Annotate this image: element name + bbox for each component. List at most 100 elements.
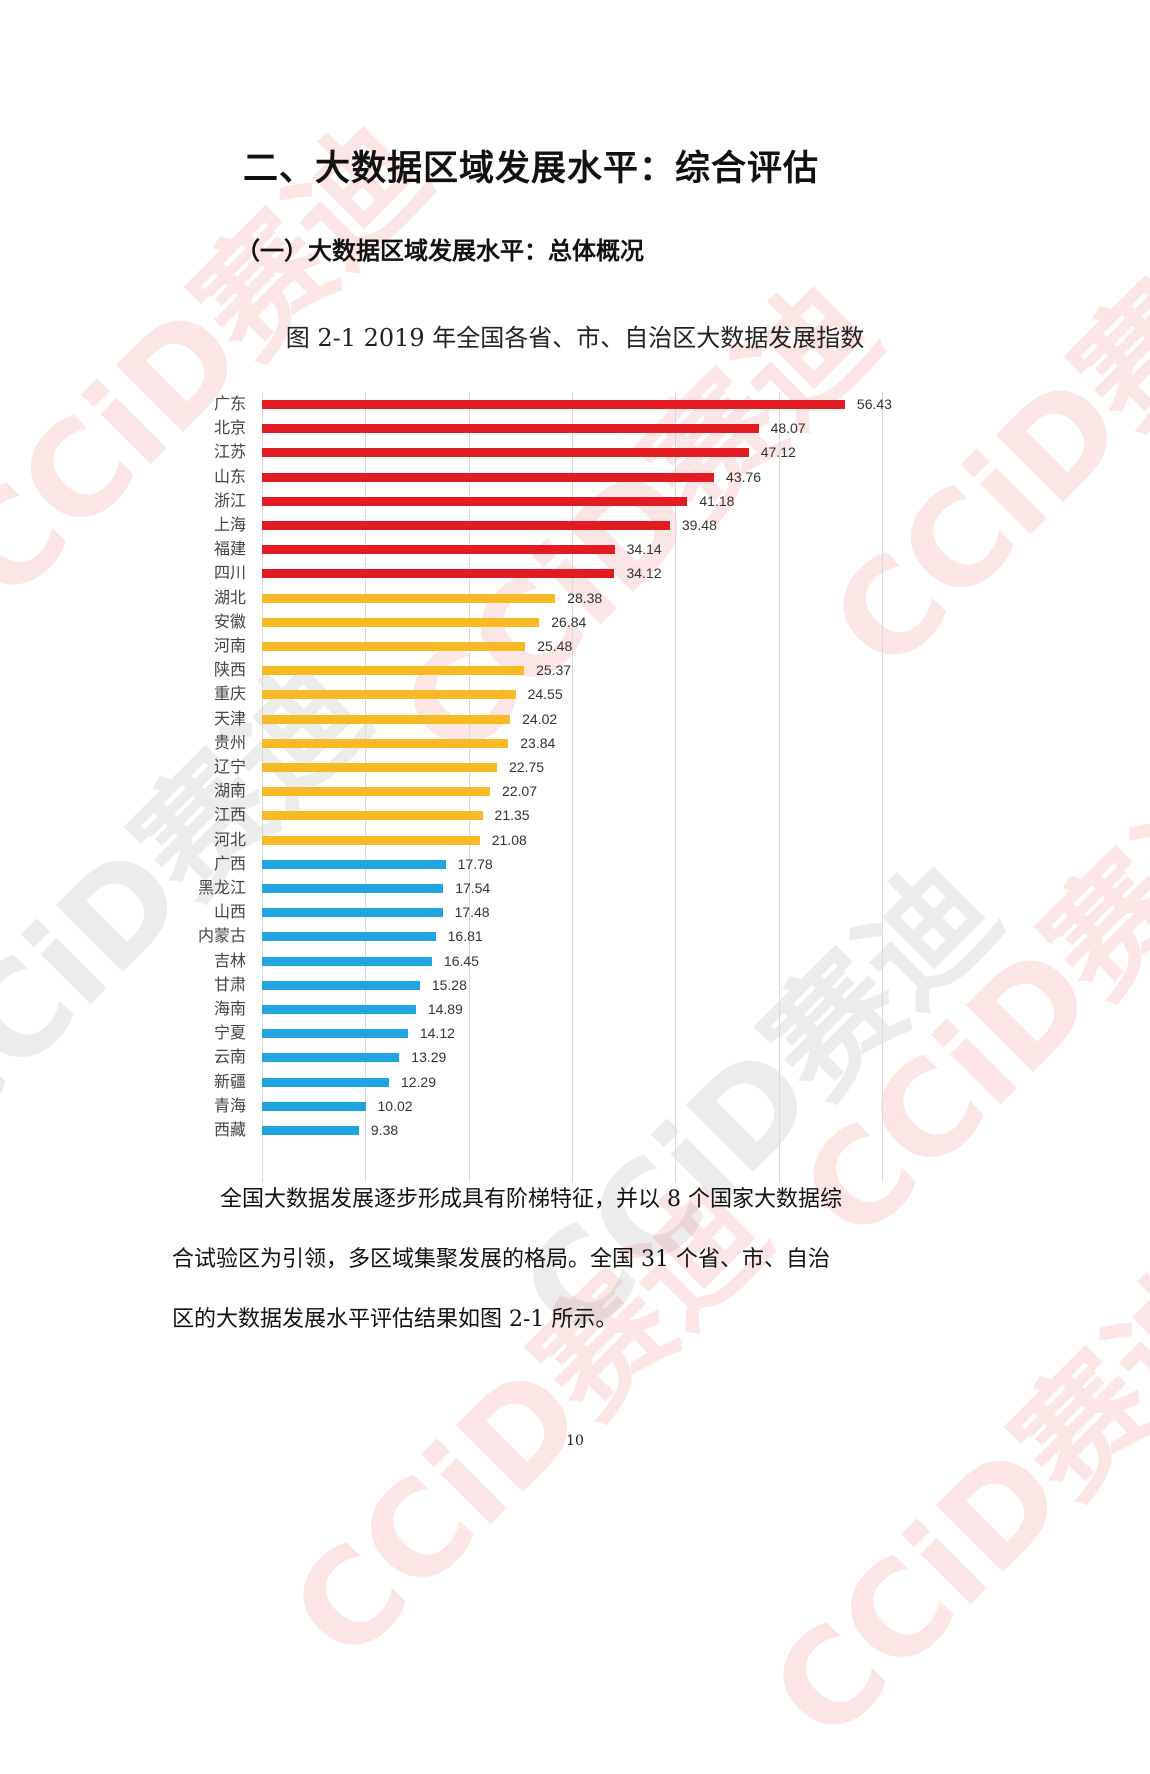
chart-row: 天津 24.02 — [190, 707, 910, 731]
value-label: 14.89 — [427, 1001, 463, 1017]
bar — [262, 956, 432, 966]
chart-row: 吉林 16.45 — [190, 949, 910, 973]
value-label: 25.48 — [537, 638, 573, 654]
chart-row: 青海 10.02 — [190, 1094, 910, 1118]
category-label: 青海 — [213, 1095, 246, 1115]
bar — [262, 1005, 416, 1014]
category-label: 黑龙江 — [197, 878, 246, 897]
value-label: 24.55 — [527, 686, 563, 703]
category-label: 海南 — [213, 999, 246, 1018]
chart-row: 辽宁 22.75 — [190, 755, 910, 779]
category-label: 山东 — [213, 466, 246, 486]
subsection-title: （一）大数据区域发展水平：总体概况 — [236, 237, 644, 265]
bar — [262, 545, 615, 555]
chart-row: 重庆 24.55 — [190, 682, 910, 706]
gridline — [468, 392, 470, 1182]
value-label: 21.35 — [494, 807, 530, 824]
value-label: 12.29 — [400, 1073, 436, 1090]
axis-line — [262, 392, 263, 1182]
category-label: 广东 — [213, 394, 246, 413]
bar — [262, 400, 845, 409]
chart-row: 陕西 25.37 — [190, 658, 910, 682]
value-label: 25.37 — [536, 662, 572, 679]
category-label: 云南 — [213, 1047, 246, 1067]
chart-row: 北京 48.07 — [190, 416, 910, 440]
paragraph-line: 区的大数据发展水平评估结果如图 2-1 所示。 — [172, 1307, 618, 1332]
category-label: 贵州 — [213, 732, 246, 752]
chart-row: 西藏 9.38 — [190, 1118, 910, 1142]
bar — [262, 859, 446, 869]
chart-row: 湖北 28.38 — [190, 586, 910, 610]
bar — [262, 932, 436, 942]
paragraph-line: 全国大数据发展逐步形成具有阶梯特征，并以 8 个国家大数据综 — [220, 1187, 842, 1212]
chart-row: 江西 21.35 — [190, 803, 910, 827]
category-label: 西藏 — [213, 1120, 246, 1139]
category-label: 四川 — [213, 563, 246, 583]
chart-row: 浙江 41.18 — [190, 489, 910, 513]
chart-row: 山东 43.76 — [190, 465, 910, 489]
value-label: 10.02 — [377, 1097, 413, 1114]
chart-row: 新疆 12.29 — [190, 1070, 910, 1094]
value-label: 56.43 — [856, 396, 892, 412]
value-label: 17.54 — [455, 880, 491, 896]
value-label: 13.29 — [411, 1049, 447, 1066]
bar — [262, 763, 497, 772]
bar — [262, 1126, 359, 1135]
bar — [262, 835, 480, 845]
category-label: 江苏 — [213, 442, 246, 462]
bar-chart: 广东 56.43 北京 48.07 江苏 47.12 山东 43.76 浙江 41.18 上海 39.… — [190, 392, 910, 1182]
value-label: 22.75 — [509, 759, 545, 775]
category-label: 安徽 — [213, 611, 246, 631]
category-label: 浙江 — [213, 490, 246, 510]
category-label: 新疆 — [213, 1071, 246, 1091]
value-label: 16.81 — [447, 928, 483, 945]
value-label: 28.38 — [567, 589, 603, 606]
category-label: 重庆 — [213, 684, 246, 704]
value-label: 39.48 — [681, 517, 717, 533]
chart-row: 云南 13.29 — [190, 1045, 910, 1069]
category-label: 上海 — [213, 515, 246, 534]
value-label: 9.38 — [370, 1122, 399, 1138]
bar — [262, 787, 490, 797]
gridline — [881, 392, 883, 1182]
bar — [262, 666, 525, 676]
category-label: 山西 — [213, 902, 246, 922]
bar — [262, 424, 759, 434]
value-label: 48.07 — [770, 420, 806, 437]
chart-row: 上海 39.48 — [190, 513, 910, 537]
value-label: 34.12 — [626, 565, 662, 582]
bar — [262, 738, 509, 748]
bar — [262, 690, 516, 700]
bar — [262, 1029, 408, 1039]
category-label: 吉林 — [213, 950, 246, 970]
gridline — [675, 392, 677, 1182]
value-label: 34.14 — [626, 541, 662, 558]
chart-row: 四川 34.12 — [190, 561, 910, 585]
category-label: 宁夏 — [213, 1023, 246, 1043]
paragraph-line: 合试验区为引领，多区域集聚发展的格局。全国 31 个省、市、自治 — [172, 1247, 830, 1272]
value-label: 17.48 — [454, 904, 490, 921]
value-label: 47.12 — [760, 444, 796, 461]
bar — [262, 811, 483, 821]
category-label: 福建 — [213, 539, 246, 559]
value-label: 17.78 — [457, 855, 493, 872]
bar — [262, 617, 540, 627]
category-label: 湖北 — [213, 587, 246, 607]
chart-row: 广东 56.43 — [190, 392, 910, 416]
bar — [262, 884, 444, 893]
gridline — [365, 392, 367, 1182]
category-label: 湖南 — [213, 781, 246, 801]
chart-row: 海南 14.89 — [190, 997, 910, 1021]
category-label: 内蒙古 — [197, 926, 246, 946]
chart-row: 福建 34.14 — [190, 537, 910, 561]
bar — [262, 472, 715, 482]
bar — [262, 593, 556, 603]
bar — [262, 448, 749, 458]
category-label: 甘肃 — [213, 974, 246, 994]
value-label: 14.12 — [419, 1025, 455, 1042]
value-label: 24.02 — [522, 710, 558, 727]
value-label: 16.45 — [443, 952, 479, 969]
gridline — [571, 392, 573, 1182]
category-label: 河北 — [213, 829, 246, 849]
chart-row: 山西 17.48 — [190, 900, 910, 924]
